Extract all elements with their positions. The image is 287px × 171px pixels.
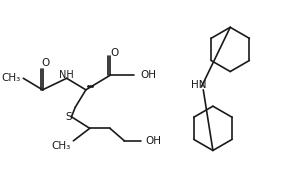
Text: O: O [41, 58, 50, 68]
Text: NH: NH [59, 70, 74, 80]
Text: OH: OH [141, 70, 157, 80]
Text: O: O [110, 48, 119, 58]
Text: OH: OH [146, 136, 162, 146]
Text: HN: HN [191, 80, 206, 90]
Text: CH₃: CH₃ [1, 73, 20, 83]
Text: S: S [65, 112, 72, 122]
Text: CH₃: CH₃ [51, 141, 71, 151]
